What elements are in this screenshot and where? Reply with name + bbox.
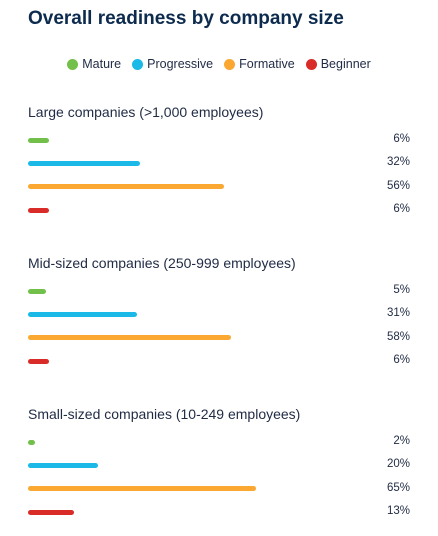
bar-0-beginner	[28, 207, 49, 213]
bar-0-progressive	[28, 160, 140, 166]
legend-item-progressive: Progressive	[132, 57, 213, 71]
bar-2-progressive	[28, 462, 98, 468]
legend-dot-mature	[67, 58, 79, 70]
legend-dot-formative	[224, 58, 236, 70]
legend: Mature Progressive Formative Beginner	[0, 57, 438, 71]
group-title-1: Mid-sized companies (250-999 employees)	[28, 255, 296, 271]
value-label-2-mature: 2%	[393, 435, 410, 447]
legend-label-mature: Mature	[82, 57, 122, 71]
bar-1-progressive	[28, 311, 137, 317]
legend-label-formative: Formative	[239, 57, 295, 71]
bar-2-formative	[28, 486, 256, 492]
bar-2-beginner	[28, 509, 74, 515]
legend-label-progressive: Progressive	[147, 57, 214, 71]
legend-item-beginner: Beginner	[305, 57, 371, 71]
bar-1-mature	[28, 288, 46, 294]
value-label-0-progressive: 32%	[386, 156, 410, 169]
bar-1-formative	[28, 335, 231, 341]
bar-0-formative	[28, 184, 224, 190]
value-label-2-progressive: 20%	[386, 458, 410, 471]
legend-item-formative: Formative	[224, 57, 295, 71]
legend-dot-progressive	[132, 58, 144, 70]
group-title-0: Large companies (>1,000 employees)	[28, 104, 264, 120]
value-label-1-beginner: 6%	[393, 354, 410, 367]
value-label-0-mature: 6%	[393, 133, 410, 145]
bar-0-mature	[28, 137, 49, 143]
chart-title: Overall readiness by company size	[28, 8, 344, 29]
bar-2-mature	[28, 439, 35, 445]
value-label-1-formative: 58%	[386, 330, 410, 343]
value-label-2-formative: 65%	[386, 481, 410, 494]
value-label-0-formative: 56%	[386, 179, 410, 192]
value-label-0-beginner: 6%	[393, 203, 410, 216]
legend-dot-beginner	[305, 58, 317, 70]
value-label-1-mature: 5%	[393, 284, 410, 296]
bar-1-beginner	[28, 358, 49, 364]
legend-label-beginner: Beginner	[320, 57, 371, 71]
value-label-1-progressive: 31%	[386, 307, 410, 320]
value-label-2-beginner: 13%	[386, 505, 410, 518]
legend-item-mature: Mature	[67, 57, 121, 71]
group-title-2: Small-sized companies (10-249 employees)	[28, 406, 301, 422]
